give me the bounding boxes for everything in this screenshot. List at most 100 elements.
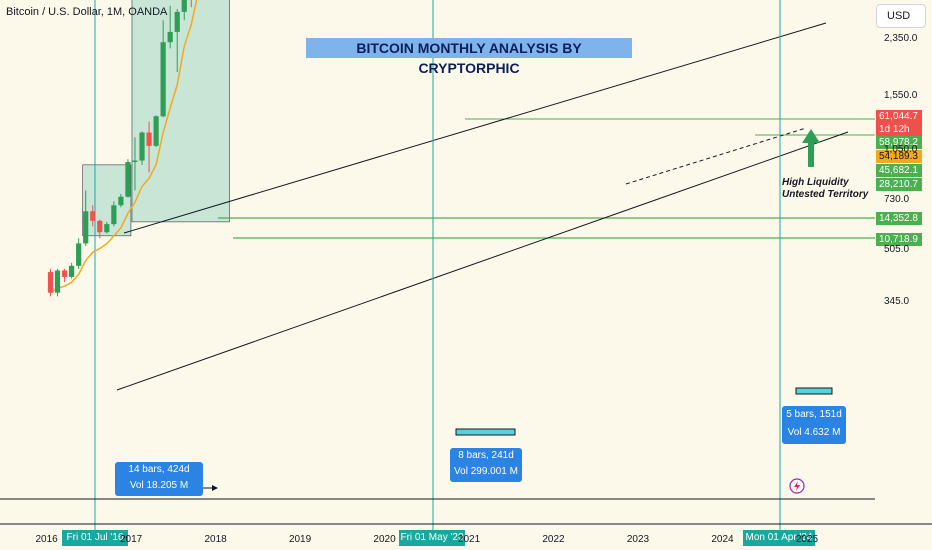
candle-2017-01 (132, 137, 138, 191)
price-badge: 10,718.9 (876, 233, 922, 246)
y-tick-label: 1,050.0 (884, 143, 918, 155)
channel-upper (123, 22, 827, 234)
date-badge-2020: Fri 01 May '20 (399, 530, 465, 546)
x-tick-label: 2021 (457, 534, 481, 545)
candle-body (83, 211, 89, 244)
x-tick-label: 2020 (373, 534, 396, 545)
candle-2017-05 (160, 20, 166, 118)
measure-vol-2020: Vol 299.001 M (454, 466, 518, 477)
candle-body (47, 272, 54, 293)
candle-2016-09 (104, 221, 110, 234)
x-tick-label: 2017 (119, 534, 143, 545)
candle-body (90, 211, 96, 221)
measure-bars-2016: 14 bars, 424d (128, 464, 190, 475)
lines-layer (94, 0, 875, 530)
candle-body (69, 265, 75, 277)
candle-body (111, 205, 117, 225)
date-badge-2024: Mon 01 Apr '24 (743, 530, 815, 546)
candle-2017-08 (181, 0, 187, 21)
candle-2017-03 (146, 121, 152, 173)
candle-2016-04 (69, 262, 75, 279)
x-tick-label: 2024 (711, 534, 734, 545)
annotation-line-2: Untested Territory (782, 189, 869, 200)
candle-body (104, 224, 110, 233)
price-badge: 58,978.2 (876, 136, 922, 149)
zone-1 (131, 0, 230, 223)
candle-2016-01 (47, 268, 54, 297)
candle-body (54, 270, 61, 293)
candle-body (76, 243, 82, 266)
lightning-icon-bolt (794, 481, 800, 491)
range-bar-2020 (455, 428, 516, 436)
candle-body (181, 0, 187, 12)
candle-2016-03 (61, 268, 68, 282)
candle-2016-10 (111, 201, 117, 227)
currency-selector[interactable]: USD (876, 4, 926, 28)
x-tick-label: 2023 (626, 534, 650, 545)
candle-body (146, 132, 152, 146)
date-badge-2016: Fri 01 Jul '16 (62, 530, 128, 546)
measure-vol-2024: Vol 4.632 M (787, 427, 841, 438)
candles-layer (47, 0, 298, 297)
candle-2016-07 (90, 205, 96, 227)
candle-2017-06 (167, 5, 173, 49)
y-tick-label: 345.0 (884, 296, 910, 308)
channel-lower (116, 131, 849, 391)
zones-layer (82, 0, 230, 237)
x-tick-label: 2016 (35, 534, 58, 545)
ema-line (50, 0, 198, 294)
candle-body (153, 116, 159, 146)
annotation-line-1: High Liquidity (782, 177, 849, 188)
measure-box-2016: 14 bars, 424d Vol 18.205 M (115, 462, 203, 496)
measure-box-2024: 5 bars, 151d Vol 4.632 M (782, 406, 846, 444)
measure-box-2020: 8 bars, 241d Vol 299.001 M (450, 448, 522, 482)
candle-body (167, 31, 173, 43)
price-axis-panel (875, 0, 932, 550)
chart-title: BITCOIN MONTHLY ANALYSIS BY CRYPTORPHIC (306, 38, 632, 76)
candle-body (125, 161, 131, 197)
measure-bars-2024: 5 bars, 151d (786, 409, 842, 420)
candle-2016-12 (125, 159, 131, 198)
candle-body (97, 220, 103, 233)
candle-2016-05 (76, 238, 82, 269)
ema-layer (50, 0, 198, 294)
measure-vol-2016: Vol 18.205 M (129, 480, 189, 491)
price-badge: 61,044.7 (876, 110, 922, 123)
price-badge: 14,352.8 (876, 212, 922, 225)
candle-body (174, 11, 180, 32)
candle-2017-02 (139, 131, 145, 165)
x-tick-label: 2025 (795, 534, 819, 545)
price-badge: 45,682.1 (876, 164, 922, 177)
candle-2016-11 (118, 194, 124, 208)
y-tick-label: 2,350.0 (884, 33, 918, 45)
range-arrowhead-2016 (212, 485, 218, 491)
candle-body (160, 42, 166, 117)
x-tick-label: 2018 (204, 534, 227, 545)
y-tick-label: 1,550.0 (884, 90, 918, 102)
candle-2017-07 (174, 9, 180, 73)
x-tick-label: 2019 (288, 534, 312, 545)
measure-bars-2020: 8 bars, 241d (458, 450, 514, 461)
liquidity-annotation: High Liquidity Untested Territory (782, 177, 868, 201)
x-tick-label: 2022 (542, 534, 565, 545)
trendline-dashed (625, 127, 807, 185)
price-badge: 28,210.7 (876, 178, 922, 191)
range-bar-2024 (795, 387, 833, 395)
candle-2016-06 (83, 190, 89, 247)
candle-body (118, 196, 124, 206)
candle-body (61, 270, 68, 277)
price-badge: 54,189.3 (876, 150, 922, 163)
symbol-header: Bitcoin / U.S. Dollar, 1M, OANDA (6, 6, 168, 18)
lightning-icon (789, 478, 805, 494)
y-tick-label: 730.0 (884, 193, 910, 205)
candle-2016-02 (54, 268, 61, 297)
y-tick-label: 505.0 (884, 244, 910, 256)
price-badge: 1d 12h (876, 123, 922, 136)
candle-2017-04 (153, 115, 159, 148)
candle-body (132, 160, 138, 162)
candle-2016-08 (97, 219, 103, 239)
breakout-arrow (802, 129, 820, 167)
